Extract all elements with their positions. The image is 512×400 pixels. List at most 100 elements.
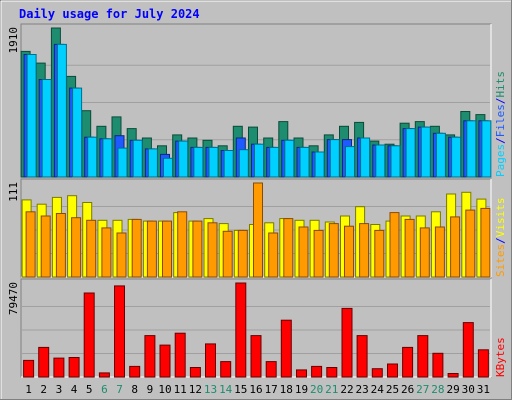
bar-visits-day-1	[25, 211, 36, 278]
bar-pages-day-23	[360, 137, 371, 178]
bar-visits-day-27	[419, 227, 430, 278]
bar-kbytes-day-17	[265, 361, 277, 378]
bar-kbytes-day-3	[53, 357, 65, 378]
bar-pages-day-12	[193, 146, 204, 178]
bar-visits-day-19	[298, 226, 309, 278]
side-legend-item: Hits	[494, 71, 507, 98]
bar-pages-day-16	[254, 143, 264, 178]
bar-visits-day-25	[389, 212, 400, 278]
bar-kbytes-day-2	[38, 346, 50, 378]
day-label: 20	[310, 383, 323, 396]
bar-visits-day-12	[192, 220, 203, 278]
bar-pages-day-17	[269, 146, 280, 178]
day-label: 8	[131, 383, 138, 396]
bar-kbytes-day-13	[205, 343, 216, 378]
bar-visits-day-5	[86, 219, 97, 278]
bar-pages-day-30	[466, 120, 477, 178]
day-label: 18	[280, 383, 293, 396]
bar-visits-day-6	[101, 227, 112, 278]
bar-pages-day-15	[238, 149, 249, 178]
side-legend-item: /	[494, 98, 507, 105]
y-max-label: 111	[7, 182, 20, 202]
chart-title: Daily usage for July 2024	[19, 7, 200, 21]
bar-pages-day-24	[375, 144, 386, 178]
bar-pages-day-6	[102, 138, 113, 178]
bar-pages-day-20	[314, 151, 325, 178]
bar-visits-day-11	[177, 211, 188, 278]
bar-visits-day-21	[328, 223, 339, 278]
panel-kbytes: 79470 KBytes	[7, 278, 507, 378]
bar-kbytes-day-24	[371, 368, 383, 378]
day-label: 2	[40, 383, 47, 396]
bar-kbytes-day-14	[220, 361, 232, 378]
bar-visits-day-18	[283, 218, 294, 278]
bar-pages-day-28	[435, 132, 446, 178]
bar-kbytes-day-23	[356, 335, 368, 378]
day-label: 9	[147, 383, 154, 396]
panel-visits-sites: 111 Sites/Visits	[7, 178, 507, 278]
bar-visits-day-13	[207, 222, 218, 278]
bar-kbytes-day-30	[462, 322, 474, 378]
day-label: 29	[446, 383, 459, 396]
bar-kbytes-day-20	[311, 365, 323, 378]
bar-visits-day-17	[268, 232, 279, 278]
day-label: 30	[462, 383, 475, 396]
bar-kbytes-day-27	[417, 335, 429, 378]
day-label: 17	[265, 383, 278, 396]
bar-kbytes-day-1	[23, 359, 35, 378]
day-label: 4	[71, 383, 78, 396]
bar-pages-day-18	[284, 139, 295, 178]
bar-kbytes-day-26	[402, 346, 414, 378]
bar-visits-day-31	[480, 207, 491, 278]
bar-kbytes-day-4	[68, 357, 80, 378]
day-label: 31	[477, 383, 490, 396]
bar-pages-day-2	[41, 79, 52, 178]
bar-pages-day-22	[345, 146, 355, 178]
y-max-label: 1910	[7, 27, 20, 54]
day-label: 23	[355, 383, 368, 396]
side-legend-item: KBytes	[494, 337, 507, 377]
bar-kbytes-day-5	[83, 292, 95, 378]
bar-visits-day-9	[146, 220, 157, 278]
bar-pages-day-3	[56, 43, 67, 178]
bar-pages-day-25	[390, 145, 401, 178]
side-legend-item: /	[494, 237, 507, 244]
bar-pages-day-13	[208, 146, 219, 178]
bar-kbytes-day-31	[477, 349, 489, 378]
day-label: 3	[56, 383, 63, 396]
series-visits	[25, 182, 491, 278]
bar-pages-day-9	[147, 148, 158, 178]
day-label: 28	[431, 383, 444, 396]
bar-kbytes-day-9	[144, 335, 156, 378]
bar-kbytes-day-21	[326, 367, 338, 378]
day-label: 1	[25, 383, 32, 396]
bar-kbytes-day-29	[447, 373, 459, 378]
bar-visits-day-7	[116, 232, 127, 278]
day-label: 27	[416, 383, 429, 396]
bar-visits-day-10	[162, 220, 172, 278]
day-label: 22	[340, 383, 353, 396]
day-label: 7	[116, 383, 123, 396]
bar-pages-day-19	[299, 146, 310, 178]
bar-kbytes-day-11	[174, 332, 186, 378]
side-legend-item: Sites	[494, 244, 507, 277]
bar-pages-day-29	[451, 136, 462, 178]
day-label: 26	[401, 383, 414, 396]
bar-visits-day-29	[450, 216, 461, 278]
bar-visits-day-24	[374, 229, 385, 278]
bar-kbytes-day-15	[235, 282, 247, 378]
bar-kbytes-day-19	[296, 369, 307, 378]
bar-pages-day-27	[420, 126, 431, 178]
bar-pages-day-7	[117, 147, 128, 178]
bar-visits-day-4	[71, 217, 82, 278]
bar-visits-day-14	[222, 230, 233, 278]
bar-visits-day-30	[465, 209, 476, 278]
bar-visits-day-15	[237, 229, 248, 278]
bar-visits-day-28	[434, 226, 445, 278]
side-legend-item: Visits	[494, 198, 507, 238]
bar-visits-day-20	[313, 229, 324, 278]
bar-kbytes-day-16	[250, 335, 262, 378]
day-label: 24	[371, 383, 385, 396]
bar-kbytes-day-28	[432, 352, 444, 378]
bar-pages-day-26	[405, 128, 416, 178]
